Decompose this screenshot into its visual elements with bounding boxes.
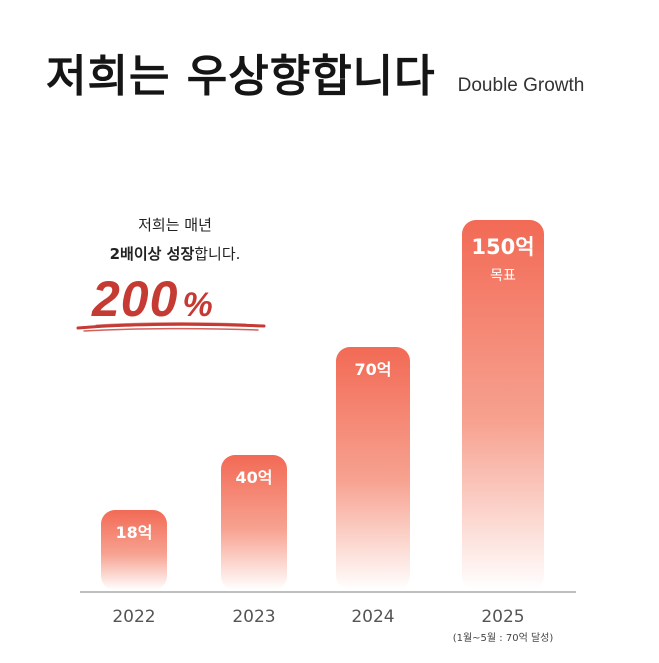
bar-value-label-2024: 70억 [355,360,392,379]
x-tick-label-2024: 2024 [351,607,394,627]
x-tick-label-2022: 2022 [112,607,155,627]
growth-percentage-number: 200 [92,271,179,327]
growth-percentage-unit: % [182,286,213,324]
claim-line-2-bold: 2배이상 성장 [109,245,195,263]
claim-line-2: 2배이상 성장합니다. [70,243,280,264]
growth-claim: 저희는 매년 2배이상 성장합니다. [70,214,280,264]
bar-2023 [221,455,287,590]
page-title: 저희는 우상향합니다 [46,51,436,102]
page-header: 저희는 우상향합니다 Double Growth [46,40,584,104]
bar-value-label-2023: 40억 [236,468,273,487]
bar-2024 [336,347,410,590]
x-tick-label-2023: 2023 [232,607,275,627]
claim-line-2-rest: 합니다. [194,245,241,263]
bar-target-label-2025: 목표 [490,268,516,284]
growth-percentage: 200% [92,270,213,328]
claim-line-1: 저희는 매년 [138,216,212,234]
bar-2025 [462,220,544,590]
x-tick-label-2025: 2025 [481,607,524,627]
bar-value-label-2022: 18억 [116,523,153,542]
page-subtitle: Double Growth [457,75,585,96]
brush-underline [76,322,266,332]
bar-value-label-2025: 150억 [471,235,534,259]
bar-2022 [101,510,167,590]
x-tick-note-2025: (1월~5월 : 70억 달성) [453,632,554,644]
